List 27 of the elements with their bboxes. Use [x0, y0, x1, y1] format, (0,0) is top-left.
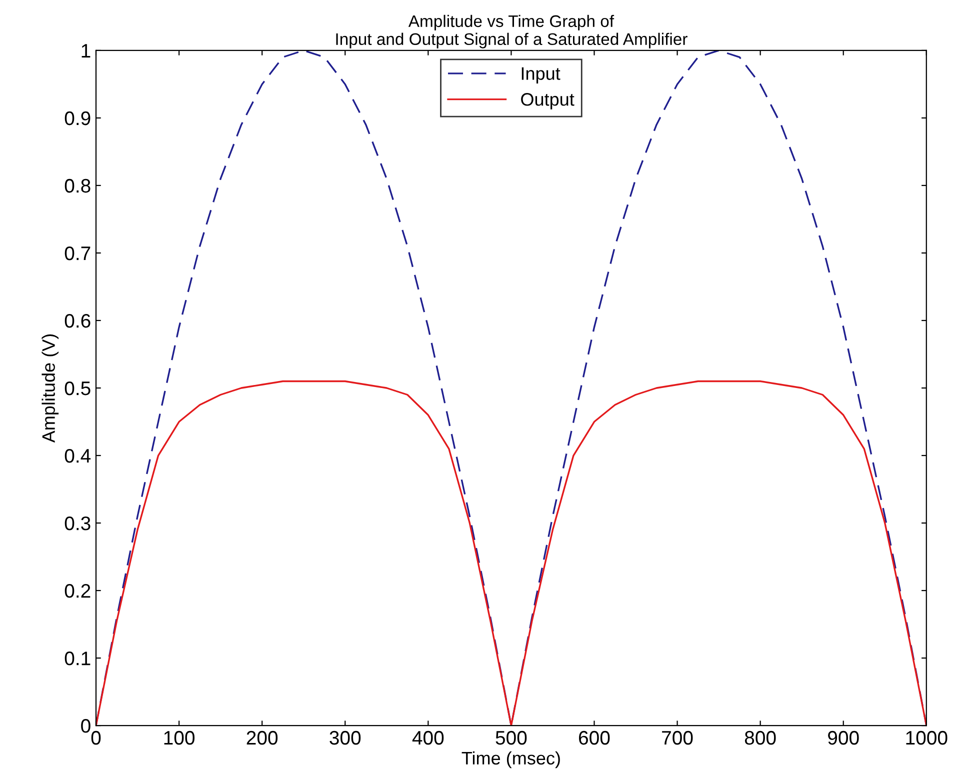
x-tick-label: 900 — [828, 730, 859, 745]
x-tick-label: 300 — [330, 730, 361, 745]
x-tick-label: 0 — [91, 730, 101, 745]
y-tick-label: 0.1 — [64, 652, 90, 666]
legend-label: Input — [522, 67, 560, 84]
x-tick-label: 200 — [246, 730, 278, 745]
x-tick-label: 700 — [662, 730, 693, 745]
y-tick-label: 0.9 — [64, 111, 90, 126]
x-tick-label: 100 — [164, 730, 194, 745]
x-tick-label: 600 — [579, 730, 610, 745]
y-tick-label: 0.2 — [64, 584, 90, 598]
y-tick-label: 0.7 — [64, 246, 90, 260]
y-tick-label: 0.5 — [64, 381, 90, 396]
y-tick-label: 1 — [82, 44, 90, 58]
x-tick-label: 500 — [496, 730, 527, 745]
y-tick-label: 0.6 — [64, 314, 90, 328]
y-axis-title: Amplitude (V) — [42, 334, 59, 443]
x-tick-label: 1000 — [906, 730, 948, 745]
legend-label: Output — [521, 93, 574, 110]
x-axis-title: Time (msec) — [462, 751, 560, 768]
y-tick-label: 0.8 — [64, 178, 90, 193]
x-tick-label: 800 — [744, 730, 776, 745]
y-tick-label: 0 — [81, 719, 90, 733]
y-tick-label: 0.3 — [64, 516, 90, 530]
chart-title: Amplitude vs Time Graph of Input and Output Signal of a Saturated Amplifier — [336, 14, 688, 48]
x-tick-label: 400 — [412, 730, 444, 745]
y-tick-label: 0.4 — [64, 448, 91, 463]
